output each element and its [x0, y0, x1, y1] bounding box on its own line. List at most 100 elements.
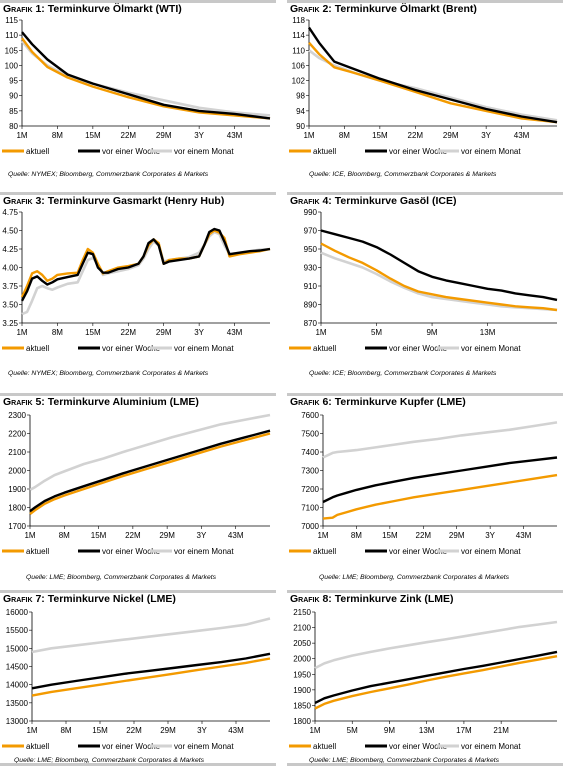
chart-source: Quelle: NYMEX; Bloomberg, Commerzbank Co…	[8, 171, 209, 178]
x-tick-label: 8M	[59, 531, 70, 540]
x-tick-label: 15M	[372, 131, 388, 140]
legend-label: vor einer Woche	[389, 344, 448, 353]
legend-label: aktuell	[26, 344, 49, 353]
x-tick-label: 5M	[371, 328, 382, 337]
chart-svg-henry-hub: 3.25 3.50 3.75 4.00 4.25 4.50 4.75 1M 8M 15M 22M 29…	[2, 208, 271, 353]
y-tick-label: 94	[296, 107, 305, 116]
chart-source: Quelle: LME; Bloomberg, Commerzbank Corp…	[14, 757, 205, 764]
panel-divider	[0, 0, 276, 3]
x-tick-label: 8M	[52, 328, 63, 337]
series-line-vor-einer-woche	[322, 456, 558, 504]
chart-title: Grafik 8: Terminkurve Zink (LME)	[290, 593, 454, 605]
panel-divider	[0, 192, 276, 195]
y-tick-label: 2000	[293, 655, 311, 664]
panel-divider	[0, 393, 276, 396]
series-line-aktuell	[31, 657, 271, 697]
chart-title: Grafik 2: Terminkurve Ölmarkt (Brent)	[290, 3, 477, 15]
legend-label: vor einem Monat	[174, 547, 234, 556]
series-line-vor-einer-woche	[320, 229, 558, 302]
legend-label: vor einer Woche	[389, 742, 448, 751]
chart-svg-wti: 80 85 90 95 100 105 110 115 1M 8M 15M 22M 29M 3Y 43M ak…	[2, 16, 271, 156]
y-tick-label: 106	[292, 61, 306, 70]
x-tick-label: 15M	[85, 131, 101, 140]
y-tick-label: 2050	[293, 639, 311, 648]
legend-label: vor einem Monat	[461, 344, 521, 353]
legend-label: aktuell	[313, 147, 336, 156]
y-tick-label: 7200	[301, 485, 319, 494]
legend-label: vor einer Woche	[389, 547, 448, 556]
series-line-aktuell	[320, 242, 558, 312]
chart-panel-5: Grafik 5: Terminkurve Aluminium (LME) 17…	[0, 393, 276, 588]
series-line-vor-einem-monat	[308, 49, 558, 122]
series-line-vor-einer-woche	[21, 31, 271, 120]
chart-svg-nickel: 13000 13500 14000 14500 15000 15500 16000 1M 8M 1…	[2, 608, 271, 751]
chart-svg-zink: 1800 1850 1900 1950 2000 2050 2100 2150 1M 5M 9M 13…	[289, 608, 558, 751]
y-tick-label: 3.50	[2, 301, 18, 310]
panel-divider	[0, 590, 276, 593]
y-tick-label: 2000	[8, 467, 26, 476]
y-tick-label: 95	[9, 77, 18, 86]
chart-svg-brent: 90 94 98 102 106 110 114 118 1M 8M 15M 22M 29M 3Y 43M a…	[289, 16, 558, 156]
series-line-aktuell	[322, 473, 558, 520]
y-tick-label: 2300	[8, 411, 26, 420]
x-tick-label: 1M	[16, 131, 27, 140]
x-tick-label: 1M	[309, 726, 320, 735]
chart-panel-3: Grafik 3: Terminkurve Gasmarkt (Henry Hu…	[0, 192, 276, 388]
y-tick-label: 4.25	[2, 245, 18, 254]
series-line-vor-einem-monat	[29, 413, 271, 492]
series-line-vor-einer-woche	[308, 26, 558, 124]
legend-label: vor einer Woche	[389, 147, 448, 156]
y-tick-label: 970	[304, 227, 318, 236]
x-tick-label: 3Y	[194, 131, 204, 140]
series-line-vor-einem-monat	[314, 620, 558, 670]
y-tick-label: 910	[304, 282, 318, 291]
legend-label: vor einem Monat	[461, 742, 521, 751]
y-tick-label: 2150	[293, 608, 311, 617]
y-tick-label: 7500	[301, 430, 319, 439]
legend-label: vor einem Monat	[461, 547, 521, 556]
series-line-aktuell	[29, 432, 271, 515]
x-tick-label: 8M	[60, 726, 71, 735]
y-tick-label: 7300	[301, 467, 319, 476]
chart-source: Quelle: NYMEX; Bloomberg, Commerzbank Co…	[8, 370, 209, 377]
series-line-aktuell	[308, 41, 558, 124]
x-tick-label: 8M	[52, 131, 63, 140]
y-tick-label: 950	[304, 245, 318, 254]
y-tick-label: 2100	[293, 624, 311, 633]
x-tick-label: 43M	[228, 531, 244, 540]
chart-source: Quelle: ICE, Bloomberg, Commerzbank Corp…	[309, 171, 497, 178]
x-tick-label: 15M	[92, 726, 108, 735]
y-tick-label: 15000	[6, 644, 29, 653]
x-tick-label: 22M	[126, 726, 142, 735]
y-tick-label: 14500	[6, 663, 29, 672]
x-tick-label: 29M	[156, 328, 172, 337]
chart-panel-1: Grafik 1: Terminkurve Ölmarkt (WTI) 80 85…	[0, 0, 276, 190]
y-tick-label: 100	[5, 61, 19, 70]
x-tick-label: 1M	[315, 328, 326, 337]
y-tick-label: 80	[9, 122, 18, 131]
chart-title: Grafik 5: Terminkurve Aluminium (LME)	[3, 396, 199, 408]
y-tick-label: 1900	[293, 686, 311, 695]
y-tick-label: 2200	[8, 430, 26, 439]
x-tick-label: 1M	[317, 531, 328, 540]
x-tick-label: 3Y	[197, 531, 207, 540]
chart-title: Grafik 4: Terminkurve Gasöl (ICE)	[290, 195, 457, 207]
y-tick-label: 990	[304, 208, 318, 217]
panel-divider	[287, 0, 563, 3]
chart-panel-7: Grafik 7: Terminkurve Nickel (LME) 13000…	[0, 590, 276, 766]
legend-label: aktuell	[26, 742, 49, 751]
y-tick-label: 4.50	[2, 227, 18, 236]
y-tick-label: 114	[292, 31, 305, 40]
chart-source: Quelle: LME; Bloomberg, Commerzbank Corp…	[319, 574, 510, 581]
x-tick-label: 29M	[156, 131, 172, 140]
x-tick-label: 13M	[480, 328, 496, 337]
y-tick-label: 13500	[6, 699, 29, 708]
series-line-aktuell	[21, 37, 271, 120]
y-tick-label: 7100	[301, 504, 319, 513]
chart-panel-2: Grafik 2: Terminkurve Ölmarkt (Brent) 90…	[287, 0, 563, 190]
legend-label: vor einem Monat	[174, 147, 234, 156]
x-tick-label: 1M	[24, 531, 35, 540]
x-tick-label: 22M	[121, 131, 137, 140]
chart-source: Quelle: LME; Bloomberg, Commerzbank Corp…	[26, 574, 217, 581]
chart-panel-8: Grafik 8: Terminkurve Zink (LME) 1800 185…	[287, 590, 563, 766]
